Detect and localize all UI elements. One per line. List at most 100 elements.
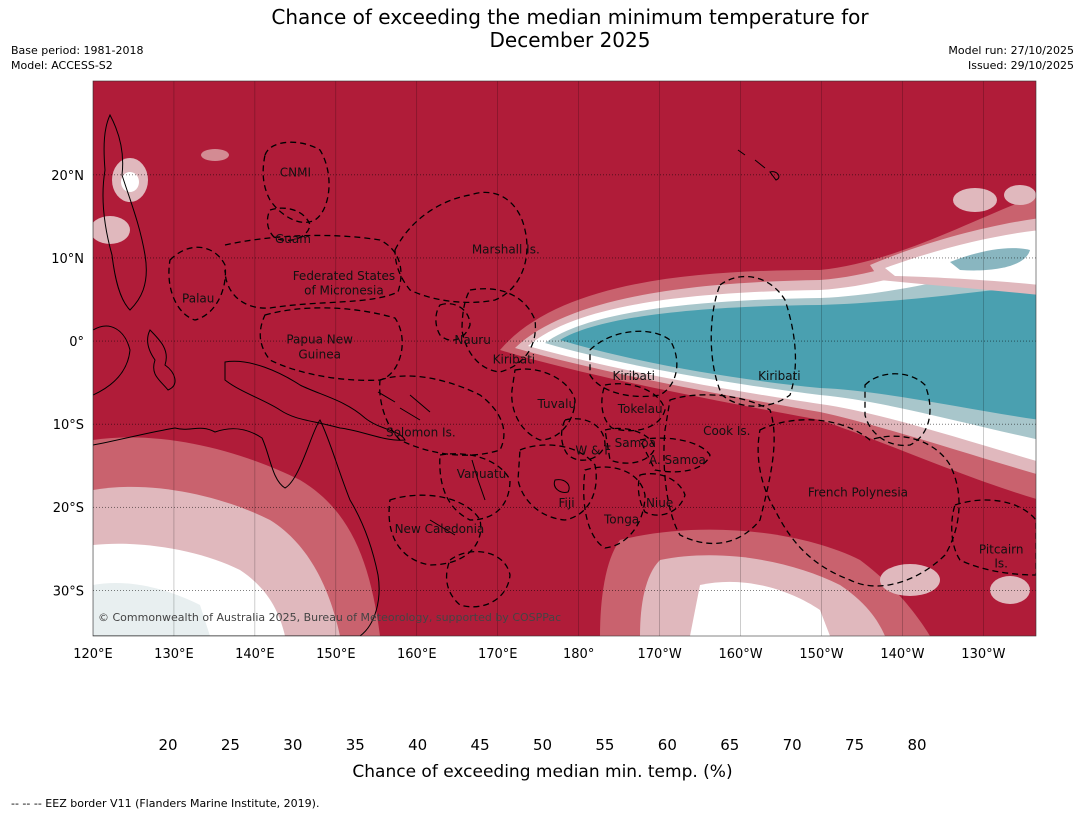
lon-label: 130°E [154,647,194,662]
region-label: Nauru [454,333,490,347]
patch-se-1 [880,564,940,596]
region-label: Cook Is. [703,424,750,438]
lon-label: 160°W [718,647,762,662]
colorbar-tick-label: 60 [657,736,677,754]
lat-label: 20°S [53,501,84,516]
colorbar-tick-label: 65 [720,736,740,754]
coastlines [93,113,780,636]
eez-kiribati-central [589,330,678,398]
region-label: Solomon Is. [386,425,456,439]
solomon-islands [377,391,431,421]
map-frame [92,80,1037,637]
lon-label: 150°E [316,647,356,662]
region-label: of Micronesia [304,283,384,297]
lon-label: 140°W [880,647,924,662]
region-label: Samoa [615,436,656,450]
region-label: Vanuatu [457,467,507,481]
base-period: Base period: 1981-2018 [11,44,144,57]
issued-date: Issued: 29/10/2025 [967,59,1074,72]
title-line-1: Chance of exceeding the median minimum t… [271,5,869,29]
region-label: Is. [994,557,1008,571]
eez-french-polynesia [757,419,960,587]
eez-tonga [583,466,646,549]
meta-right: Model run: 27/10/2025 Issued: 29/10/2025 [948,43,1074,73]
lat-label: 20°N [51,169,84,184]
eez-guam [266,207,311,241]
eez-borders [168,141,1036,608]
eez-cnmi [262,141,330,224]
eez-nauru [435,303,471,341]
region-label: Kiribati [612,369,654,383]
probability-field [93,149,1036,636]
lat-label: 30°S [53,584,84,599]
region-label: Kiribati [493,352,535,366]
eez-tuvalu [511,368,576,441]
colorbar-tick-label: 55 [595,736,615,754]
patch-se-2 [990,576,1030,604]
eez-fiji [517,444,597,521]
lat-label: 10°S [53,418,84,433]
lon-label: 180° [563,647,594,662]
eez-kiribati-east [710,275,797,407]
eez-cook [663,394,775,545]
latitude-labels: 20°N 10°N 0° 10°S 20°S 30°S [51,169,84,599]
lon-label: 170°E [478,647,518,662]
region-label: French Polynesia [808,485,908,499]
colorbar-tick-label: 80 [907,736,927,754]
eez-palau [168,246,227,321]
fiji-islands [553,479,570,493]
model-name: Model: ACCESS-S2 [11,59,113,72]
lat-label: 10°N [51,252,84,267]
eez-marquesas [864,373,931,447]
sulawesi-coast [147,329,176,391]
band-north-50 [885,230,1036,285]
lon-label: 170°W [638,647,682,662]
band-north-35 [950,248,1030,271]
colorbar-tick-label: 30 [283,736,303,754]
philippines-coast [102,113,147,311]
colorbar-tick-label: 50 [532,736,553,754]
new-guinea-coast [224,360,406,441]
region-label: W & F [575,444,611,458]
borneo-coast [93,325,131,396]
region-label: Tonga [603,513,639,527]
lon-label: 160°E [397,647,437,662]
region-label: Federated States [293,269,395,283]
colorbar-tick-label: 70 [782,736,802,754]
eez-kiribati-west [461,288,537,373]
eez-marshall [394,191,528,304]
eez-niue [637,473,686,516]
region-label: Guinea [298,347,341,361]
patch-ne-2 [1004,185,1036,205]
hawaii-islands [737,149,780,181]
eez-vanuatu [439,453,511,521]
region-label: Fiji [559,496,575,510]
colorbar-label: Chance of exceeding median min. temp. (%… [352,762,733,782]
colorbar-tick-label: 20 [158,736,178,754]
meta-left: Base period: 1981-2018 Model: ACCESS-S2 [11,43,143,73]
eez-pitcairn [951,499,1036,576]
patch-nw-4 [201,149,229,161]
lon-label: 120°E [73,647,113,662]
region-label: Tuvalu [537,397,577,411]
title-line-2: December 2025 [489,28,651,52]
australia-coast [93,419,380,636]
region-label: New Caledonia [395,522,485,536]
colorbar-tick-label: 25 [220,736,240,754]
region-label: A. Samoa [649,453,706,467]
eez-footnote: -- -- -- EEZ border V11 (Flanders Marine… [11,797,320,810]
graticule [93,81,1036,636]
eez-tokelau [601,383,666,432]
copyright-notice: © Commonwealth of Australia 2025, Bureau… [98,611,561,624]
region-label: Marshall Is. [472,243,540,257]
lon-label: 140°E [235,647,275,662]
region-label: Pitcairn [979,543,1024,557]
model-run: Model run: 27/10/2025 [948,44,1074,57]
lat-label: 0° [69,335,84,350]
region-label: CNMI [280,165,311,179]
eez-american-samoa [639,437,711,473]
patch-ne-1 [953,188,997,212]
eez-new-caledonia [388,494,482,566]
